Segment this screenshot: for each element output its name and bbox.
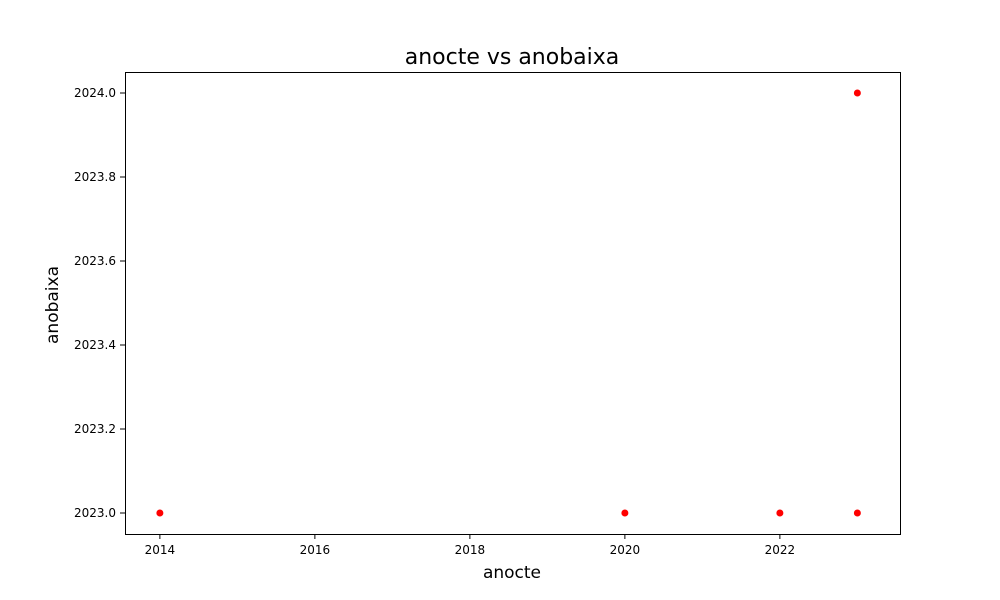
x-tick-label: 2020 — [610, 543, 641, 557]
y-tick-label: 2024.0 — [74, 86, 116, 100]
plot-area-frame — [125, 72, 901, 535]
data-point — [853, 89, 861, 97]
y-tick-label: 2023.0 — [74, 506, 116, 520]
y-tick-label: 2023.4 — [74, 338, 116, 352]
y-axis: 2023.0 2023.2 2023.4 2023.6 2023.8 2024.0 — [74, 86, 125, 520]
x-axis-label: anocte — [483, 563, 541, 583]
x-tick-label: 2016 — [300, 543, 331, 557]
data-point — [621, 509, 629, 517]
x-axis: 2014 2016 2018 2020 2022 — [145, 534, 796, 557]
y-tick-label: 2023.2 — [74, 422, 116, 436]
chart-title: anocte vs anobaixa — [405, 45, 620, 70]
y-axis-label: anobaixa — [43, 266, 63, 344]
data-point — [853, 509, 861, 517]
data-points — [156, 89, 861, 517]
data-point — [156, 509, 164, 517]
data-point — [776, 509, 784, 517]
x-tick-label: 2018 — [455, 543, 486, 557]
x-tick-label: 2014 — [145, 543, 176, 557]
y-tick-label: 2023.6 — [74, 254, 116, 268]
x-tick-label: 2022 — [765, 543, 796, 557]
y-tick-label: 2023.8 — [74, 170, 116, 184]
